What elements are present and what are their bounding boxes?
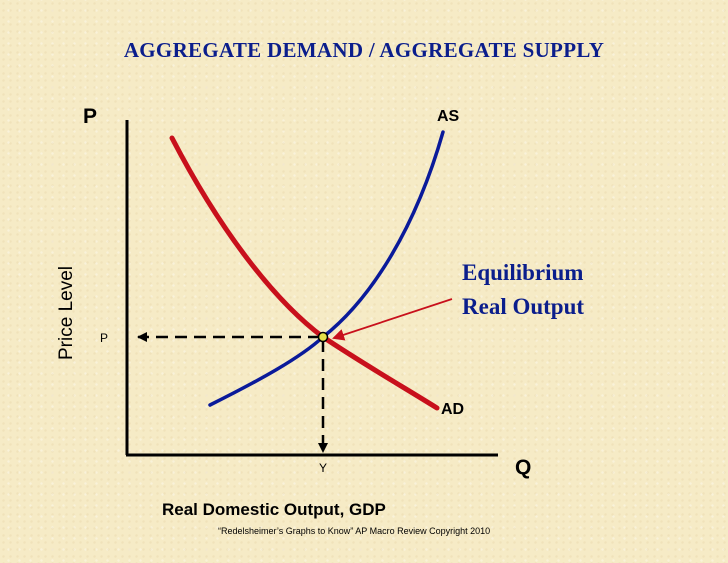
y-axis-label: Price Level <box>56 266 77 360</box>
x-axis-letter: Q <box>515 456 532 479</box>
annotation-line-2: Real Output <box>462 294 585 319</box>
aggregate-demand-curve <box>169 135 440 411</box>
y-axis-letter: P <box>83 105 98 128</box>
demand-curve-label: AD <box>441 401 465 418</box>
annotation-arrow <box>332 298 453 341</box>
aggregate-supply-curve <box>208 130 445 407</box>
equilibrium-point <box>317 331 329 343</box>
equilibrium-annotation: Equilibrium Real Output <box>462 256 584 324</box>
page-title: AGGREGATE DEMAND / AGGREGATE SUPPLY <box>123 38 605 62</box>
x-axis-label: Real Domestic Output, GDP <box>162 500 386 519</box>
equilibrium-output-label: Y <box>319 461 328 475</box>
annotation-line-1: Equilibrium <box>462 260 584 285</box>
supply-curve-label: AS <box>437 108 460 125</box>
copyright-footer: “Redelsheimer’s Graphs to Know” AP Macro… <box>218 526 491 536</box>
equilibrium-price-label: P <box>100 331 109 345</box>
